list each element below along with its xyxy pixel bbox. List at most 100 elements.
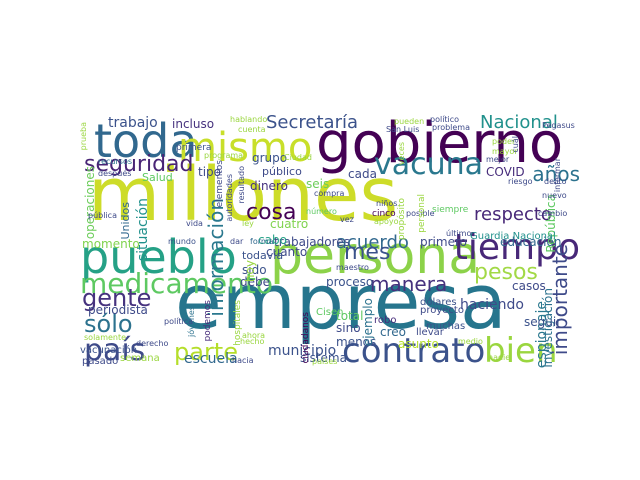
word-cloud-term: pueden <box>394 117 425 126</box>
word-cloud-term: ley <box>242 219 254 228</box>
word-cloud-term: vacunación <box>80 345 138 356</box>
word-cloud-term: San Luis <box>386 125 420 134</box>
word-cloud-term: Secretaría <box>266 114 358 133</box>
word-cloud-term: maestro <box>336 263 369 272</box>
word-cloud-term: forma <box>250 237 274 246</box>
word-cloud-term: manera <box>370 272 448 296</box>
word-cloud-term: grupo <box>252 151 288 165</box>
word-cloud-term: contrato <box>342 331 486 368</box>
word-cloud-term: sólo <box>84 310 133 338</box>
word-cloud-term: debe <box>240 275 270 289</box>
word-cloud-term: elementos <box>215 160 225 208</box>
word-cloud-term: sistema <box>300 351 347 365</box>
word-cloud-term: mayor <box>492 147 518 156</box>
word-cloud-term: información <box>204 198 228 317</box>
word-cloud-term: dar <box>230 237 244 246</box>
word-cloud-term: Ciudad <box>284 153 312 162</box>
word-cloud-term: República <box>544 194 558 253</box>
word-cloud-term: proyecto <box>420 305 464 316</box>
word-cloud-term: incluso <box>172 117 215 131</box>
word-cloud-term: asunto <box>398 337 439 351</box>
word-cloud-term: seguridad <box>84 152 194 177</box>
word-cloud-term: cada <box>348 167 377 181</box>
word-cloud-term: problema <box>432 123 471 132</box>
word-cloud-term: sino <box>336 321 361 335</box>
word-cloud-term: situación <box>135 198 151 262</box>
word-cloud-term: dólares <box>420 297 457 308</box>
word-cloud-term: periodista <box>88 303 148 317</box>
word-cloud-term: Salud <box>142 171 173 184</box>
word-cloud-term: vida <box>186 219 203 228</box>
word-cloud-term: haciendo <box>460 297 524 313</box>
word-cloud-term: millones <box>88 152 399 238</box>
word-cloud-term: compra <box>314 189 345 198</box>
word-cloud-term: pueblo <box>80 230 237 284</box>
word-cloud-term: personal <box>417 194 427 233</box>
word-cloud-term: derecho <box>136 339 169 348</box>
word-cloud-term: semana <box>120 353 160 364</box>
word-cloud-term: riesgo <box>508 177 533 186</box>
word-cloud-term: acuerdo <box>336 232 409 253</box>
word-cloud-term: después <box>98 169 132 178</box>
word-cloud-term: empresa <box>175 257 507 346</box>
word-cloud-term: mes <box>344 240 391 265</box>
word-cloud-term: primero <box>420 235 467 249</box>
word-cloud-term: podemos <box>203 300 213 342</box>
word-cloud-term: político <box>430 115 460 124</box>
word-cloud-term: cuál <box>511 136 520 153</box>
word-cloud-term: creo <box>380 325 406 339</box>
word-cloud-term: hoy <box>243 260 257 283</box>
word-cloud-term: programa <box>204 151 244 160</box>
word-cloud-term: países <box>312 357 338 366</box>
word-cloud-term: mismo <box>178 125 313 171</box>
word-cloud-term: años <box>532 162 580 186</box>
word-cloud-term: total <box>336 309 364 323</box>
word-cloud-term: muchas <box>426 321 466 332</box>
word-cloud-term: toda <box>94 114 198 168</box>
word-cloud-term: sido <box>242 263 267 277</box>
word-cloud-term: mundo <box>168 237 196 246</box>
word-cloud-term: hablando <box>230 115 268 124</box>
word-cloud-term: poder <box>492 137 516 146</box>
word-cloud-term: recursos <box>98 157 133 166</box>
word-cloud-term: robo <box>374 315 397 326</box>
word-cloud-term: ejemplo <box>361 298 375 347</box>
word-cloud-term: COVID <box>486 165 525 179</box>
word-cloud-term: cuanto <box>266 245 308 259</box>
word-cloud-term: ciudadanos <box>301 312 311 364</box>
word-cloud-term: ahora <box>242 331 266 340</box>
word-cloud-term: propósito <box>397 198 407 241</box>
word-cloud-term: operaciones <box>83 166 97 240</box>
word-cloud-term: vacuna <box>374 147 484 182</box>
word-cloud-term: primera <box>176 143 212 153</box>
word-cloud-term: Pegasus <box>542 121 575 130</box>
word-cloud-term: llevar <box>416 327 444 338</box>
word-cloud-term: nadie <box>488 353 511 362</box>
word-cloud-term: trabajo <box>108 115 158 131</box>
word-cloud-term: Guardia Nacional <box>470 231 556 242</box>
word-cloud-term: hecho <box>240 337 265 346</box>
word-cloud-term: hacia <box>232 356 254 365</box>
word-cloud-term: cabo <box>258 233 287 247</box>
word-cloud-term: cuatro <box>270 217 309 231</box>
word-cloud-term: delito <box>544 177 567 186</box>
word-cloud-term: parte <box>174 338 238 366</box>
word-cloud-term: respecto <box>474 204 552 225</box>
word-cloud-term: persona <box>270 226 481 286</box>
word-cloud-term: Nacional <box>480 114 558 133</box>
word-cloud-term: todavía <box>242 249 284 262</box>
word-cloud-term: cuenta <box>238 125 266 134</box>
word-cloud-term: dinero <box>250 179 288 193</box>
word-cloud-term: pasado <box>82 356 119 367</box>
word-cloud-term: menos <box>336 335 377 349</box>
word-cloud-term: mejor <box>486 155 510 164</box>
word-cloud-term: informar <box>553 158 562 193</box>
word-cloud-term: prueba <box>80 122 88 151</box>
word-cloud: millones empresa gobierno persona pueblo toda… <box>80 114 580 368</box>
word-cloud-term: tipo <box>198 165 221 179</box>
word-cloud-term: pesos <box>474 260 538 285</box>
word-cloud-term: gobierno <box>316 114 564 176</box>
word-cloud-term: momento <box>82 237 140 251</box>
word-cloud-term: bien <box>484 331 558 368</box>
word-cloud-term: medicamento <box>80 267 273 300</box>
